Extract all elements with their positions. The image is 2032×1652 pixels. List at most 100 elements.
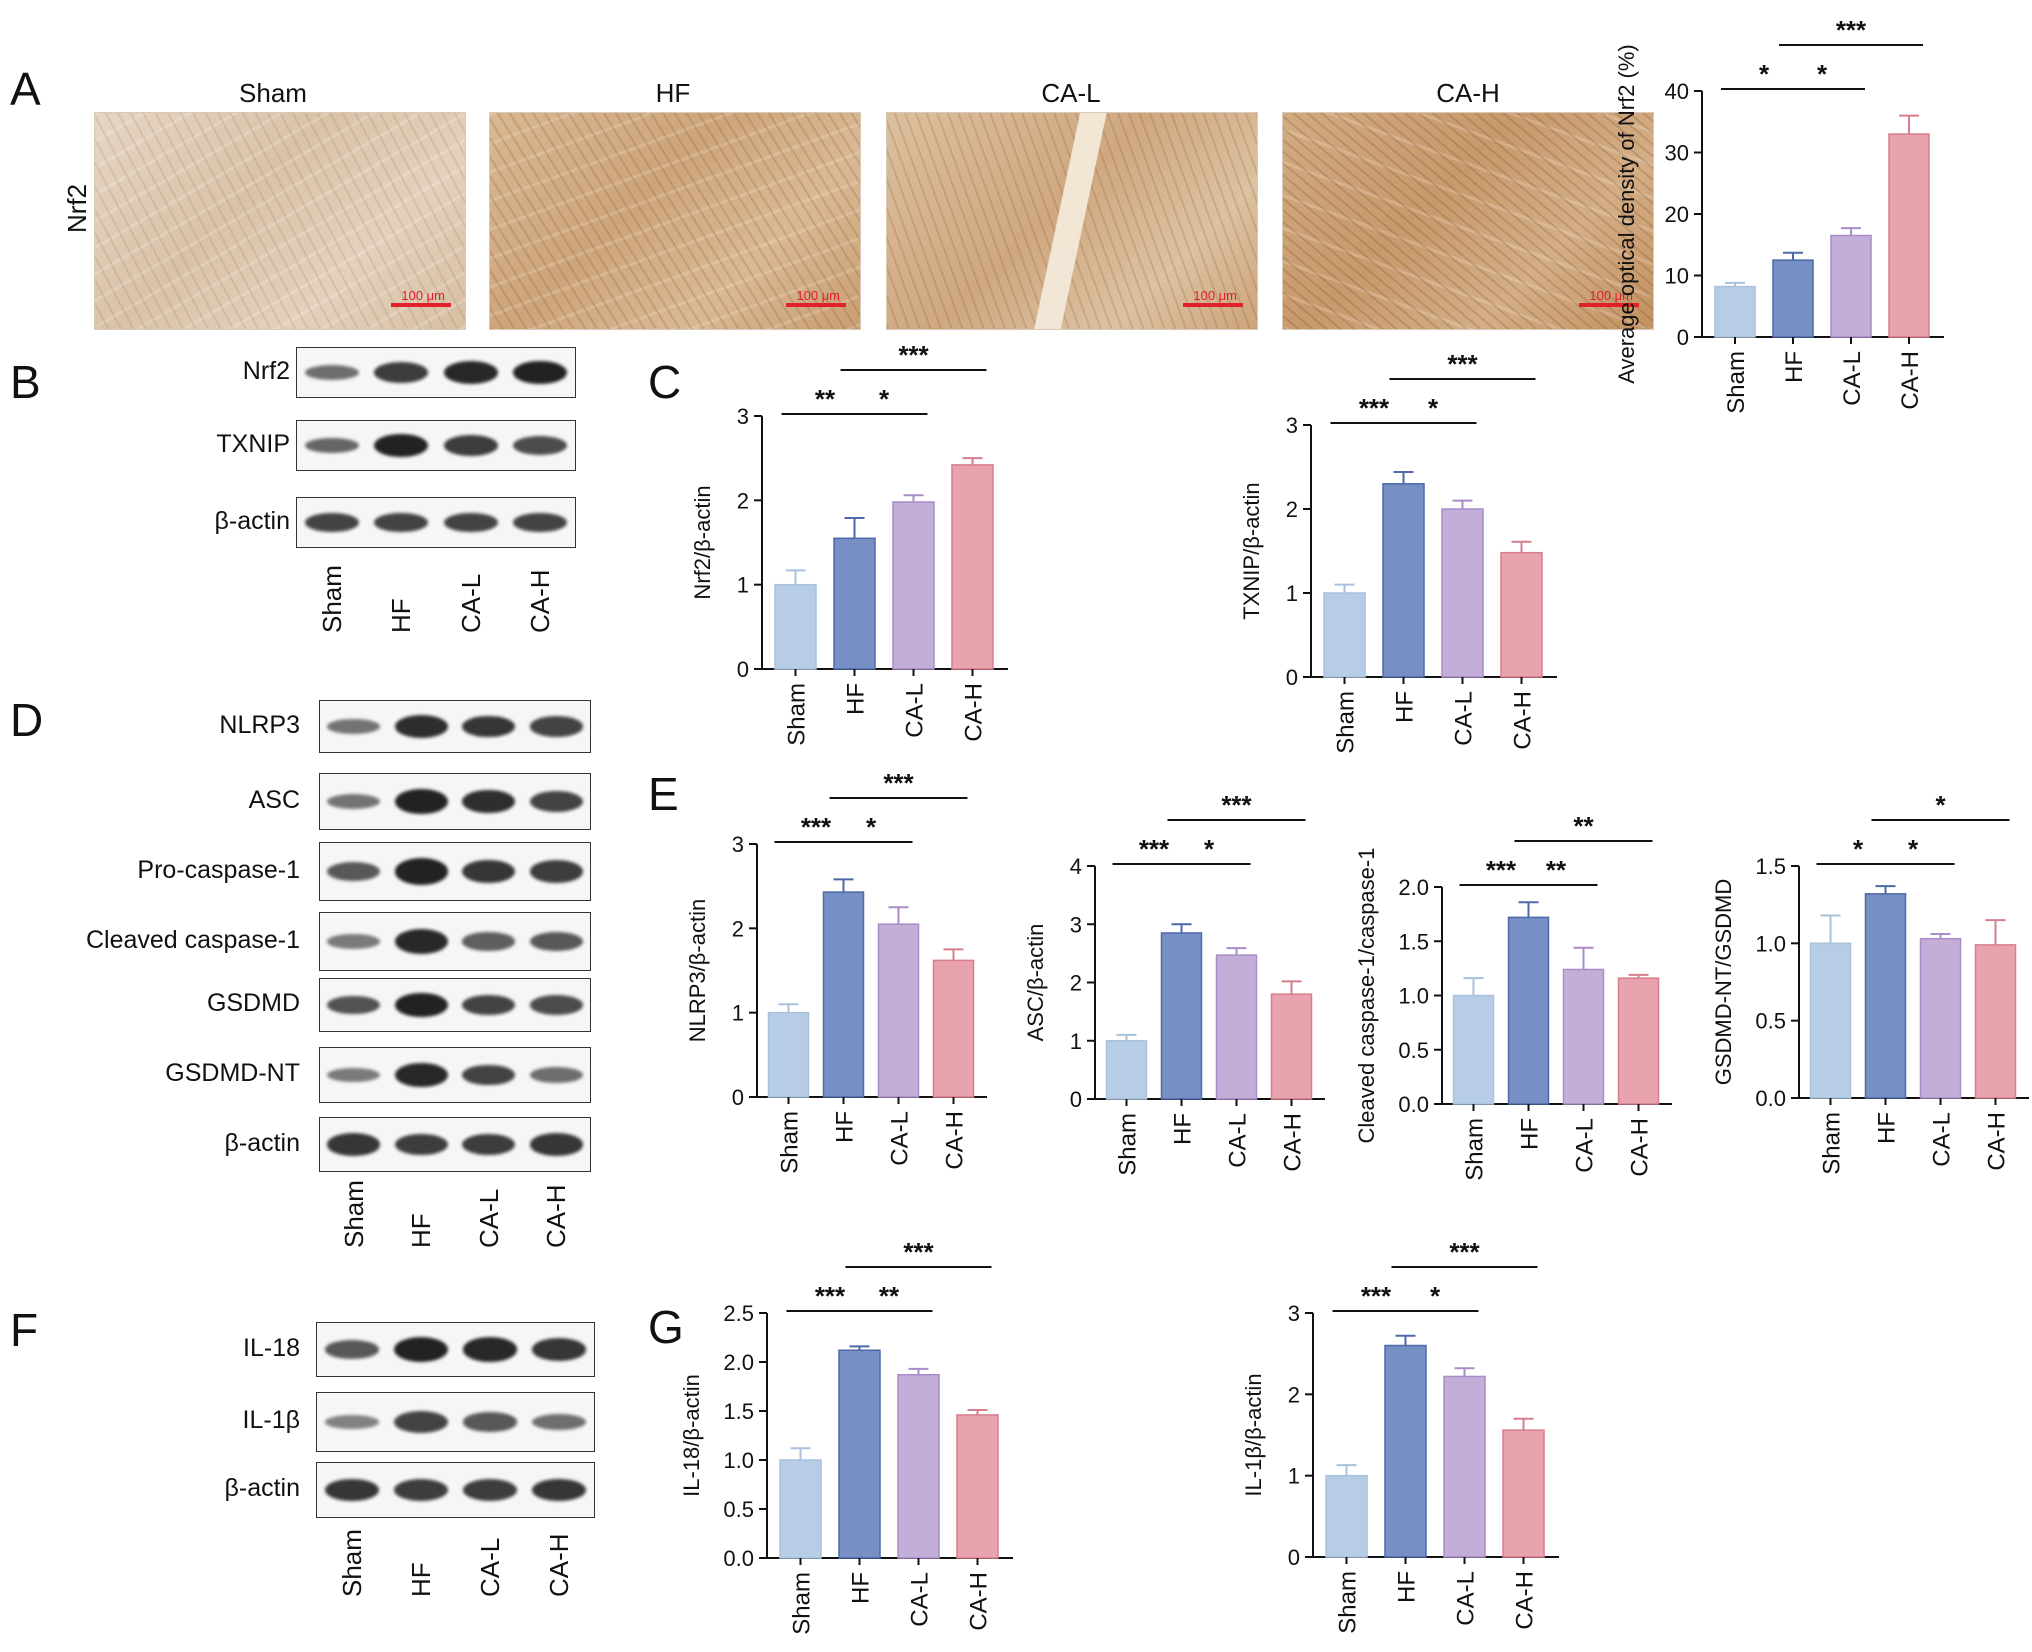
y-tick-label: 20 <box>1665 202 1689 227</box>
x-tick-label: CA-H <box>966 1572 993 1631</box>
bar <box>779 1459 822 1559</box>
y-tick-label: 2.0 <box>1398 875 1429 900</box>
bar <box>1500 551 1543 678</box>
significance-mark: ** <box>1546 855 1567 885</box>
x-tick-label: Sham <box>1723 351 1750 414</box>
bar <box>1105 1040 1148 1100</box>
x-tick-label: CA-H <box>1897 351 1924 410</box>
scale-bar-label: 100 μm <box>796 288 840 303</box>
blot-strip <box>319 773 591 830</box>
y-axis-title: IL-18/β-actin <box>679 1374 704 1497</box>
x-tick-label: HF <box>832 1111 859 1143</box>
blot-band <box>327 862 381 881</box>
blot-band <box>393 1479 448 1501</box>
x-tick-label: Sham <box>1819 1112 1846 1175</box>
blot-strip <box>296 420 576 471</box>
y-tick-label: 3 <box>1288 1301 1300 1326</box>
blot-band <box>529 860 583 883</box>
x-tick-label: CA-L <box>907 1572 934 1627</box>
blot-row-label: TXNIP <box>216 429 290 458</box>
x-tick-label: HF <box>843 683 870 715</box>
significance-mark: * <box>1817 59 1828 89</box>
blot-strip <box>316 1322 595 1377</box>
y-tick-label: 0.0 <box>723 1546 754 1571</box>
scale-bar-label: 100 μm <box>1193 288 1237 303</box>
blot-band <box>462 932 516 951</box>
bar <box>1830 234 1872 338</box>
blot-band <box>532 1413 587 1431</box>
bar <box>1443 1375 1486 1558</box>
x-tick-label: CA-H <box>1984 1112 2011 1171</box>
y-tick-label: 0 <box>732 1085 744 1110</box>
significance-mark: * <box>1428 393 1439 423</box>
histology-image-ca-l: 100 μm <box>886 112 1258 330</box>
blot-band <box>513 512 568 533</box>
scale-bar <box>391 303 451 307</box>
y-tick-label: 3 <box>1070 912 1082 937</box>
panel-label-f: F <box>10 1304 39 1356</box>
y-tick-label: 0 <box>1070 1087 1082 1112</box>
y-tick-label: 0.0 <box>1755 1086 1786 1111</box>
bar <box>1382 483 1425 678</box>
significance-mark: *** <box>1447 349 1478 379</box>
blot-strip <box>296 497 576 548</box>
blot-strip <box>296 347 576 398</box>
bar <box>932 959 975 1098</box>
blot-band <box>324 1478 379 1502</box>
blot-band <box>304 512 359 533</box>
bar <box>774 583 817 670</box>
blot-row-label: Nrf2 <box>242 356 290 385</box>
bar <box>1215 954 1258 1100</box>
bar <box>1809 942 1852 1099</box>
x-tick-label: Sham <box>1333 691 1360 754</box>
bar <box>1919 937 1962 1099</box>
blot-band <box>327 1133 381 1156</box>
bar <box>1562 968 1605 1105</box>
x-tick-label: CA-H <box>1512 1571 1539 1630</box>
blot-band <box>443 361 498 384</box>
bar <box>1714 285 1756 338</box>
panel-label-a: A <box>10 63 41 115</box>
bar <box>897 1373 940 1559</box>
y-tick-label: 0 <box>1677 325 1689 350</box>
y-axis-title: Average optical density of Nrf2 (%) <box>1614 44 1639 384</box>
panel-label-e: E <box>648 768 679 820</box>
y-tick-label: 1.0 <box>1398 984 1429 1009</box>
y-tick-label: 1.0 <box>1755 931 1786 956</box>
bar <box>1384 1344 1427 1558</box>
y-tick-label: 40 <box>1665 79 1689 104</box>
y-axis-title: Cleaved caspase-1/caspase-1 <box>1354 848 1379 1144</box>
blot-band <box>529 1067 583 1083</box>
histology-image-hf: 100 μm <box>489 112 861 330</box>
bar <box>822 891 865 1098</box>
blot-row-label: GSDMD-NT <box>165 1059 300 1087</box>
y-tick-label: 1.5 <box>1398 929 1429 954</box>
blot-band <box>304 364 359 381</box>
y-tick-label: 1.5 <box>1755 854 1786 879</box>
blot-band <box>324 1340 379 1359</box>
y-tick-label: 0 <box>737 657 749 682</box>
y-tick-label: 1 <box>1288 1464 1300 1489</box>
significance-mark: *** <box>1449 1237 1480 1267</box>
y-tick-label: 2 <box>1070 971 1082 996</box>
blot-band <box>462 1133 516 1156</box>
histology-title-ca-l: CA-L <box>1041 78 1101 108</box>
blot-row-label: β-actin <box>214 506 290 535</box>
blot-strip <box>319 1047 591 1103</box>
bar <box>877 923 920 1098</box>
y-tick-label: 0.5 <box>723 1497 754 1522</box>
blot-band <box>529 995 583 1015</box>
blot-row-label: ASC <box>248 785 300 814</box>
panel-label-d: D <box>10 694 44 746</box>
bar-chart-g1: 0.0 0.5 1.0 1.5 2.0 2.5 IL-18/β-actin Sham HF CA-… <box>679 1237 1013 1635</box>
y-tick-label: 1 <box>737 573 749 598</box>
x-tick-label: CA-L <box>1451 691 1478 746</box>
x-tick-label: HF <box>1781 351 1808 383</box>
bar <box>1888 133 1930 338</box>
y-tick-label: 3 <box>737 404 749 429</box>
y-axis-title: IL-1β/β-actin <box>1241 1373 1266 1496</box>
blot-band <box>327 995 381 1015</box>
blot-strip <box>319 978 591 1032</box>
